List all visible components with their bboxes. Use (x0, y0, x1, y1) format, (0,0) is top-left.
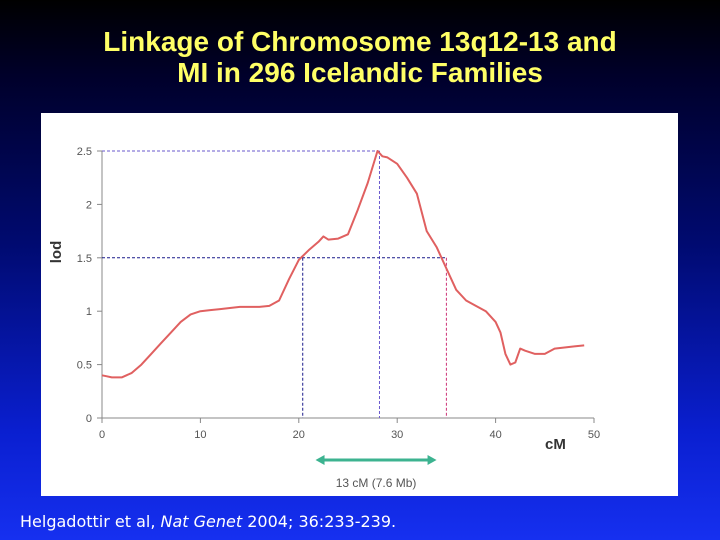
y-tick-label: 0.5 (77, 360, 92, 372)
interval-label: 13 cM (7.6 Mb) (336, 476, 417, 490)
slide-title-line1: Linkage of Chromosome 13q12-13 and (103, 26, 617, 57)
lod-curve-layer (101, 150, 585, 379)
y-tick-label: 1.5 (77, 253, 92, 265)
x-tick-label: 20 (293, 429, 305, 441)
x-tick-label: 10 (194, 429, 206, 441)
y-tick-label: 1 (86, 306, 92, 318)
chart-panel: 0 10 20 30 40 50 0 0.5 1 1.5 2 2.5 13 cM (7.6 Mb) c… (41, 113, 678, 496)
interval-arrow-right-head (427, 455, 437, 465)
citation: Helgadottir et al, Nat Genet 2004; 36:23… (20, 512, 396, 531)
citation-authors: Helgadottir et al, (20, 512, 161, 531)
lod-score-chart: 0 10 20 30 40 50 0 0.5 1 1.5 2 2.5 13 cM (7.6 Mb) c… (48, 146, 600, 490)
interval-arrow-left-head (315, 455, 325, 465)
x-tick-label: 50 (588, 429, 600, 441)
lod-curve (101, 150, 585, 379)
x-tick-label: 30 (391, 429, 403, 441)
y-tick-label: 2 (86, 199, 92, 211)
reference-lines (102, 150, 447, 418)
x-axis-label: cM (545, 436, 566, 453)
citation-journal: Nat Genet (160, 512, 243, 531)
slide-title: Linkage of Chromosome 13q12-13 and MI in… (0, 26, 720, 88)
chart-axes: 0 10 20 30 40 50 0 0.5 1 1.5 2 2.5 (77, 146, 600, 441)
y-tick-label: 2.5 (77, 146, 92, 158)
citation-details: 2004; 36:233-239. (242, 512, 397, 531)
y-tick-label: 0 (86, 413, 92, 425)
x-tick-label: 40 (489, 429, 501, 441)
confidence-interval: 13 cM (7.6 Mb) (315, 455, 437, 490)
y-axis-label: lod (48, 241, 65, 264)
x-tick-label: 0 (99, 429, 105, 441)
slide-title-line2: MI in 296 Icelandic Families (177, 57, 543, 88)
